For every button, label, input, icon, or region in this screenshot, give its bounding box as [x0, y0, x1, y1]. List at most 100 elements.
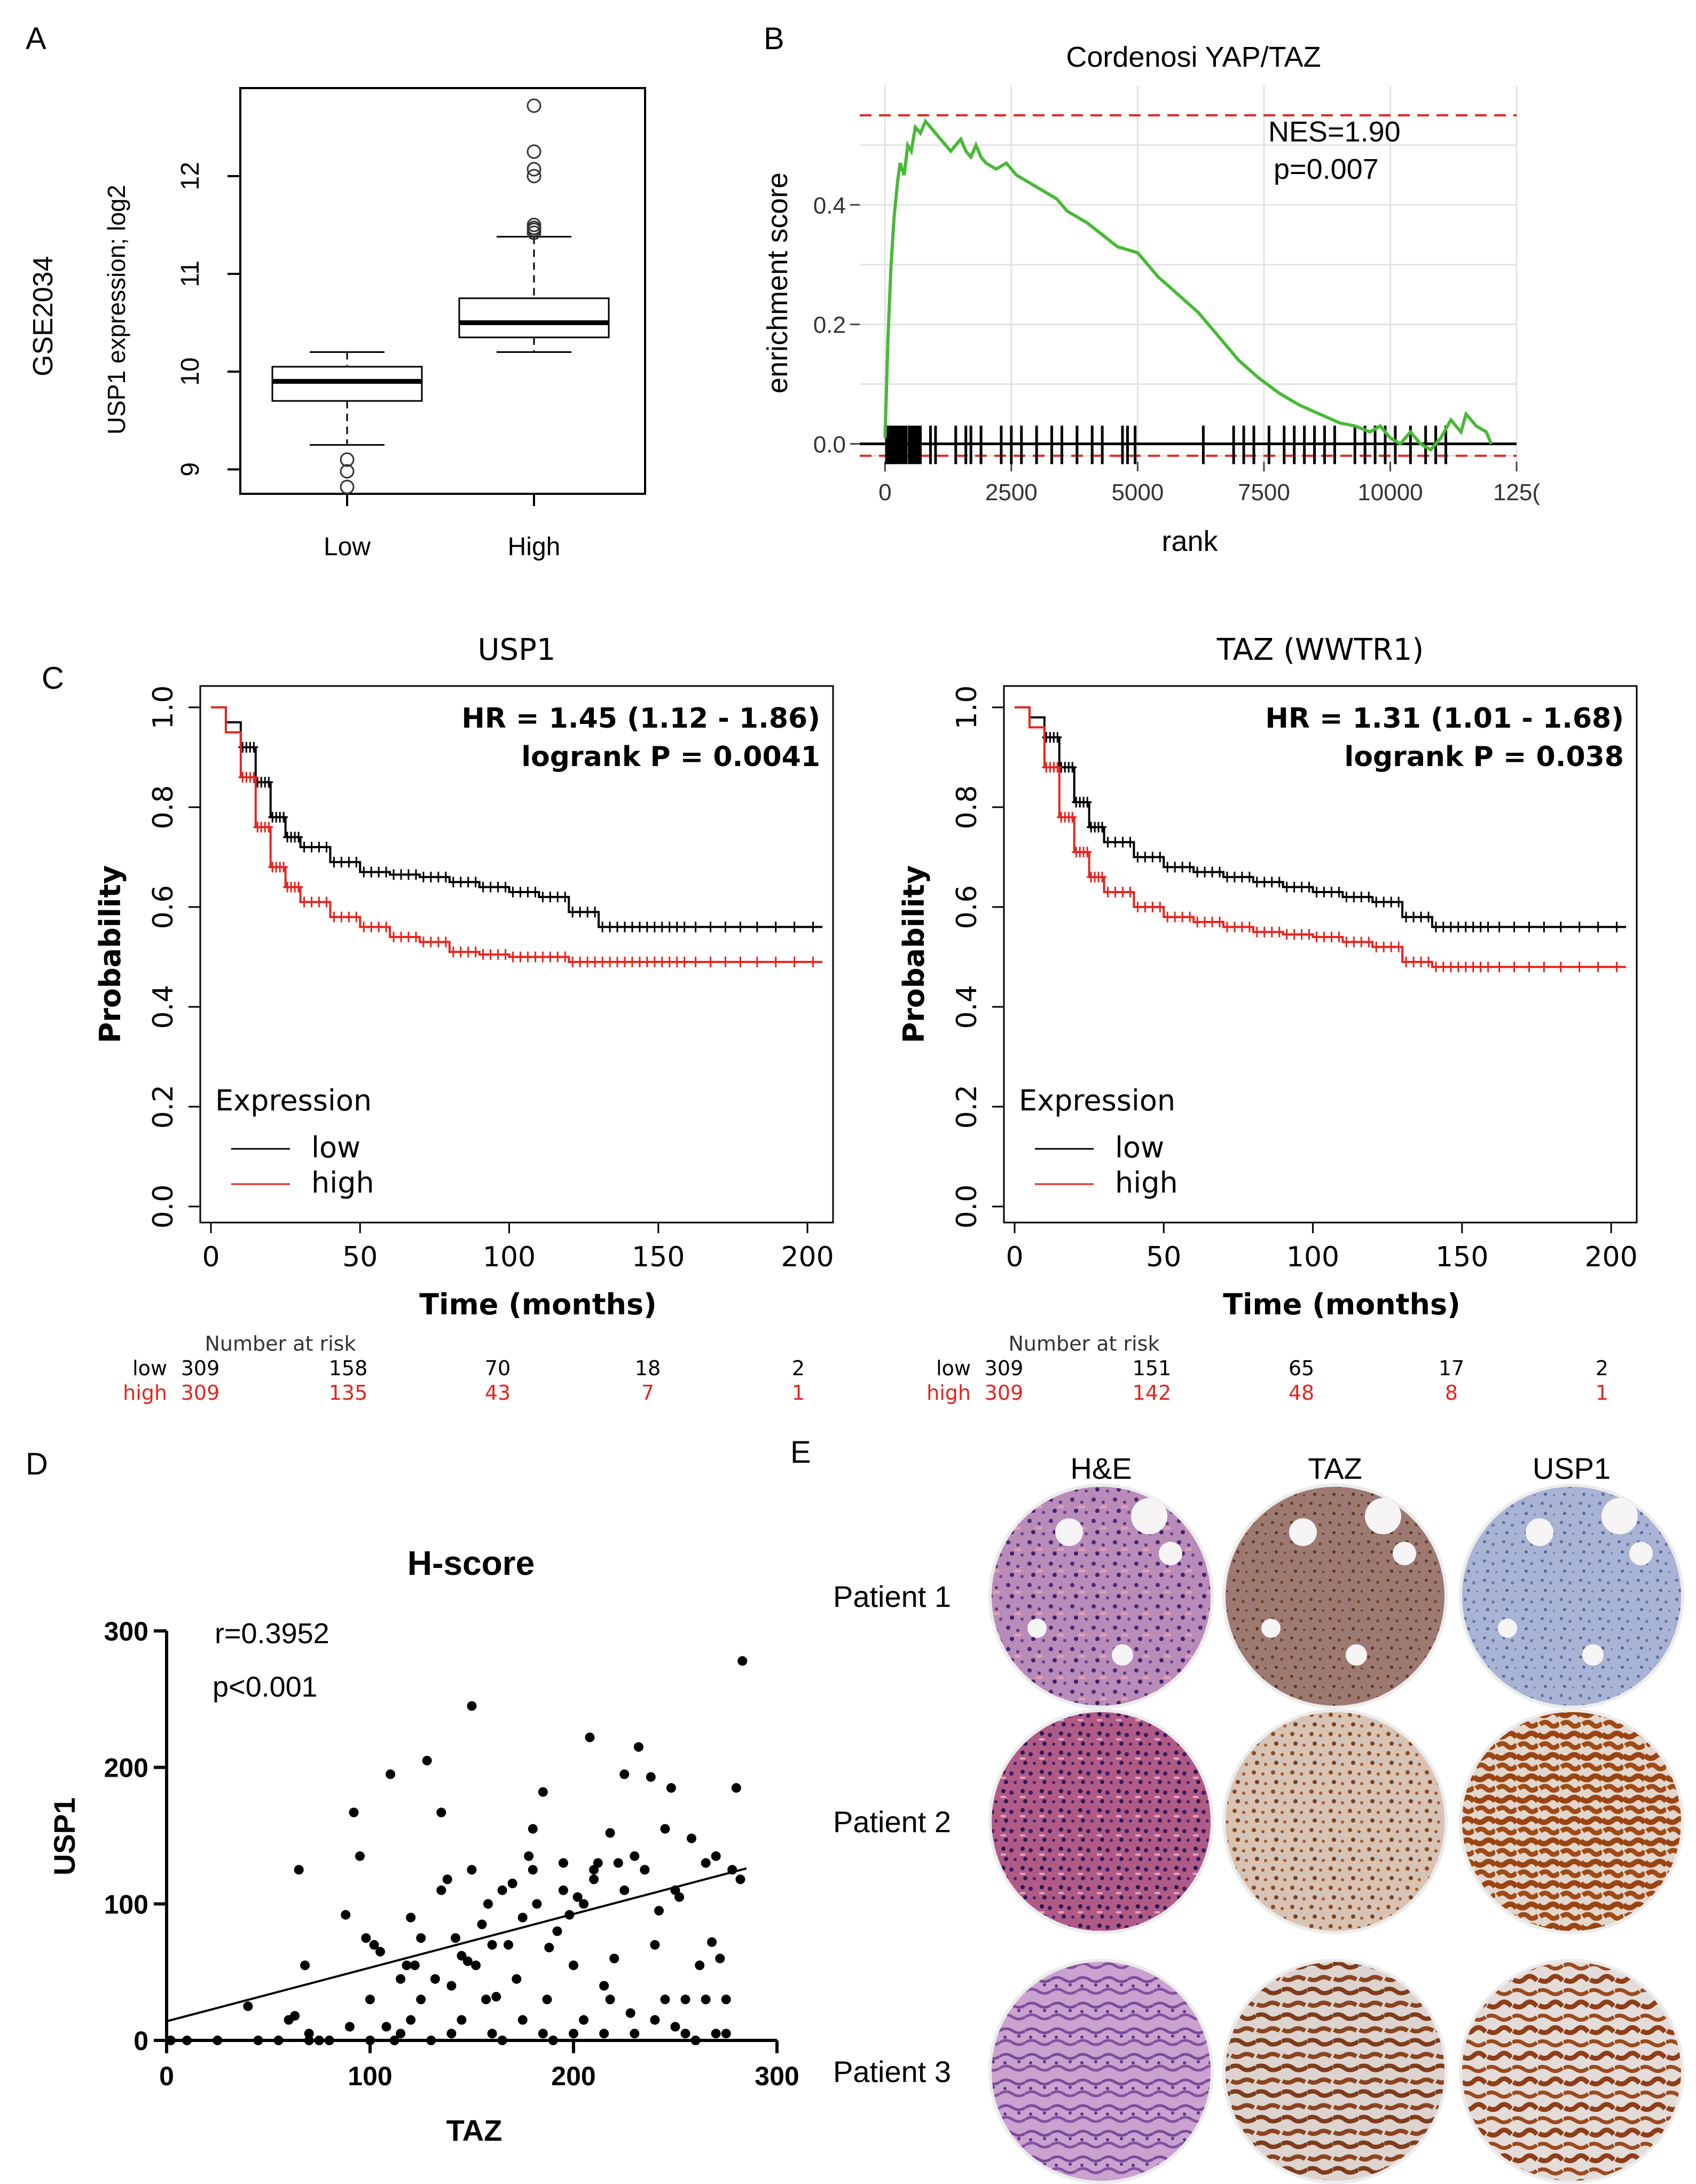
- panel-c-risk-high-value: 1: [1596, 1381, 1608, 1405]
- panel-c-x-axis-label: Time (months): [419, 1288, 657, 1321]
- panel-c-censor-mark: [1297, 881, 1306, 893]
- panel-d-title: H-score: [407, 1544, 535, 1582]
- panel-c-censor-mark: [790, 956, 799, 967]
- panel-a-outlier: [527, 98, 541, 113]
- panel-c-censor-mark: [680, 921, 689, 933]
- panel-d-point: [517, 2015, 528, 2025]
- panel-c-censor-mark: [1068, 762, 1077, 773]
- panel-c-censor-mark: [721, 921, 730, 933]
- panel-d-point: [381, 2022, 391, 2032]
- panel-c-censor-mark: [665, 956, 674, 967]
- panel-b-x-tick-label: 125(: [1493, 479, 1540, 506]
- panel-c-censor-mark: [1334, 932, 1344, 943]
- panel-c-censor-mark: [721, 956, 730, 967]
- panel-c-censor-mark: [307, 841, 316, 853]
- panel-c-censor-mark: [1282, 881, 1291, 893]
- panel-e-fat-vacuole: [1365, 1498, 1401, 1534]
- panel-c-censor-mark: [657, 921, 666, 933]
- panel-e-fat-vacuole: [1261, 1619, 1281, 1638]
- panel-c-censor-mark: [1446, 961, 1455, 973]
- panel-c-censor-mark: [1372, 941, 1381, 952]
- panel-c-censor-mark: [352, 856, 361, 868]
- panel-c-censor-mark: [538, 892, 547, 903]
- panel-c-censor-mark: [1237, 871, 1246, 882]
- panel-d-point: [365, 1994, 375, 2005]
- panel-d-y-tick-label: 300: [104, 1617, 148, 1646]
- panel-d-point: [487, 2029, 497, 2039]
- panel-d-point: [589, 1865, 599, 1875]
- panel-c-censor-mark: [1282, 929, 1291, 940]
- panel-b-y-tick-label: 0.2: [813, 312, 846, 338]
- panel-c-censor-mark: [531, 951, 540, 963]
- panel-c-censor-mark: [1245, 871, 1254, 882]
- panel-e-fat-vacuole: [1346, 1644, 1367, 1666]
- panel-d-point: [569, 2029, 578, 2039]
- panel-c-censor-mark: [1417, 911, 1426, 923]
- panel-c-x-tick-label: 150: [632, 1241, 685, 1273]
- panel-a-outlier: [527, 162, 541, 177]
- panel-c-censor-mark: [508, 951, 517, 963]
- panel-c-risk-low-value: 151: [1133, 1357, 1172, 1380]
- panel-c-censor-mark: [1379, 941, 1388, 952]
- panel-d-y-axis-label: USP1: [48, 1797, 81, 1875]
- panel-c-censor-mark: [627, 921, 637, 933]
- panel-c-risk-high-value: 7: [641, 1381, 654, 1405]
- panel-c-censor-mark: [1349, 936, 1359, 948]
- panel-c-risk-row-label-high: high: [123, 1381, 167, 1405]
- panel-c-x-tick-label: 0: [202, 1241, 219, 1273]
- panel-c-censor-mark: [1185, 862, 1195, 873]
- panel-d-point: [528, 1865, 538, 1875]
- panel-c-censor-mark: [546, 951, 555, 963]
- panel-b-x-tick-label: 5000: [1111, 479, 1164, 506]
- panel-c-censor-mark: [493, 949, 502, 960]
- panel-d-point: [517, 1912, 528, 1922]
- panel-d-point: [711, 1851, 721, 1861]
- panel-d-point: [721, 1994, 731, 2005]
- panel-e-ihc: H&E TAZ USP1 Patient 1 Patient 2 Patient 3: [833, 1452, 1684, 2184]
- panel-c-censor-mark: [1431, 961, 1440, 973]
- panel-c-censor-mark: [1141, 902, 1150, 912]
- panel-d-point: [579, 2015, 589, 2025]
- panel-c-censor-mark: [523, 951, 532, 963]
- panel-d-point: [695, 1960, 705, 1970]
- panel-c-censor-mark: [1126, 886, 1135, 897]
- panel-c-y-tick-label: 0.4: [951, 985, 983, 1029]
- panel-c-y-tick-label: 0.0: [147, 1185, 179, 1229]
- panel-e-row-label-2: Patient 3: [833, 2055, 951, 2088]
- panel-label-b: B: [764, 21, 784, 56]
- panel-d-point: [630, 1851, 640, 1861]
- panel-c-censor-mark: [1208, 866, 1217, 878]
- panel-c-censor-mark: [1364, 892, 1373, 903]
- panel-e-fat-vacuole: [1027, 1619, 1047, 1638]
- panel-e-tissue-core: [992, 1487, 1211, 1706]
- panel-c-censor-mark: [1540, 921, 1549, 933]
- panel-d-point: [389, 2036, 399, 2045]
- panel-c-censor-mark: [367, 866, 376, 878]
- panel-d-point: [361, 1933, 371, 1943]
- panel-c-risk-title: Number at risk: [1009, 1332, 1160, 1355]
- panel-c-x-axis-label: Time (months): [1223, 1288, 1461, 1321]
- panel-c-censor-mark: [1409, 956, 1418, 967]
- panel-c-censor-mark: [1260, 877, 1269, 888]
- panel-d-point: [253, 2036, 263, 2045]
- panel-c-censor-mark: [1103, 886, 1112, 897]
- panel-d-point: [737, 1656, 748, 1666]
- panel-c-risk-low-value: 158: [329, 1357, 368, 1380]
- panel-d-point: [497, 2036, 507, 2045]
- panel-c-censor-mark: [1327, 886, 1336, 897]
- panel-c-censor-mark: [1409, 911, 1418, 923]
- panel-c-censor-mark: [808, 921, 818, 933]
- panel-c-censor-mark: [1230, 921, 1239, 933]
- panel-c-censor-mark: [294, 881, 303, 893]
- panel-a-x-axis: Low High: [324, 494, 560, 561]
- panel-d-point: [542, 1994, 552, 2005]
- panel-d-point: [483, 1899, 493, 1909]
- panel-d-x-tick-label: 100: [348, 2061, 392, 2091]
- panel-c-y-tick-label: 0.0: [951, 1185, 983, 1229]
- panel-c-censor-mark: [665, 921, 674, 933]
- panel-c-frame: [1003, 685, 1638, 1224]
- panel-c-risk-low-value: 2: [792, 1357, 805, 1380]
- panel-b-nes: NES=1.90: [1268, 116, 1401, 148]
- panel-c-censor-mark: [1141, 851, 1150, 863]
- panel-c-censor-mark: [1275, 877, 1284, 888]
